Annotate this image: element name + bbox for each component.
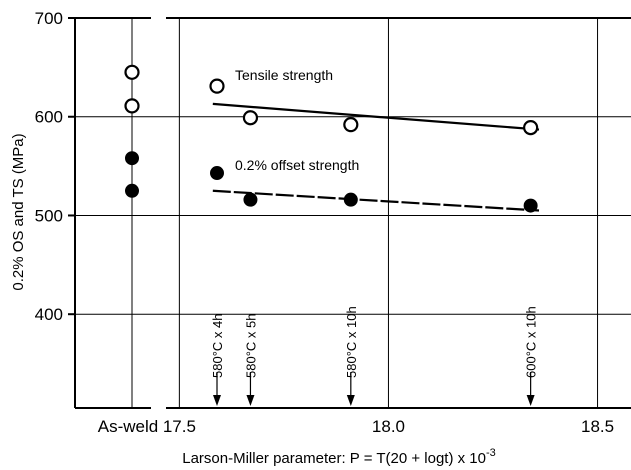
x-tick-label: 17.5 — [163, 417, 196, 436]
y-tick-label: 500 — [35, 206, 63, 225]
offset-point — [523, 198, 538, 213]
y-tick-label: 700 — [35, 9, 63, 28]
condition-arrow-head — [246, 395, 255, 406]
as-weld-label: As-weld — [98, 417, 158, 436]
axis-break-top — [151, 16, 166, 20]
tensile-series-label: Tensile strength — [235, 67, 333, 83]
offset-point-as-weld — [125, 151, 139, 166]
condition-label: 580°C x 4h — [210, 314, 225, 378]
condition-arrow-head — [526, 395, 535, 406]
offset-trendline — [212, 189, 540, 212]
y-axis-title: 0.2% OS and TS (MPa) — [10, 133, 27, 290]
offset-point-as-weld — [125, 183, 139, 198]
condition-label: 600°C x 10h — [524, 306, 539, 378]
grid-lines — [75, 18, 631, 408]
tensile-point — [343, 117, 359, 133]
x-axis-title: Larson-Miller parameter: P = T(20 + logt… — [182, 447, 496, 467]
condition-label: 580°C x 5h — [243, 314, 258, 378]
condition-arrow-head — [213, 395, 221, 406]
tensile-point — [523, 119, 539, 136]
trend-lines — [212, 102, 540, 212]
tensile-point-as-weld — [124, 98, 140, 114]
data-points — [124, 64, 539, 213]
series-labels: Tensile strength 0.2% offset strength — [235, 67, 359, 173]
condition-label: 580°C x 10h — [344, 306, 359, 378]
tensile-point-as-weld — [124, 64, 140, 80]
offset-point — [210, 166, 224, 181]
x-tick-label: 18.5 — [581, 417, 614, 436]
offset-series-label: 0.2% offset strength — [235, 157, 359, 173]
offset-point — [243, 192, 258, 207]
y-tick-label: 400 — [35, 305, 63, 324]
tensile-trendline — [212, 102, 540, 131]
tensile-point — [209, 78, 225, 94]
condition-arrow-head — [346, 395, 355, 406]
x-axis-title-exponent: -3 — [486, 447, 496, 459]
offset-point — [343, 192, 358, 207]
condition-annotations: 580°C x 4h 580°C x 5h 580°C x 10h 600°C x 1… — [210, 306, 539, 406]
y-tick-label: 600 — [35, 108, 63, 127]
tensile-point — [242, 110, 259, 126]
tick-labels: 400 500 600 700 17.5 18.0 18.5 As-weld — [35, 9, 614, 436]
x-tick-label: 18.0 — [372, 417, 405, 436]
axes — [68, 16, 631, 409]
x-axis-title-text: Larson-Miller parameter: P = T(20 + logt… — [182, 450, 486, 467]
